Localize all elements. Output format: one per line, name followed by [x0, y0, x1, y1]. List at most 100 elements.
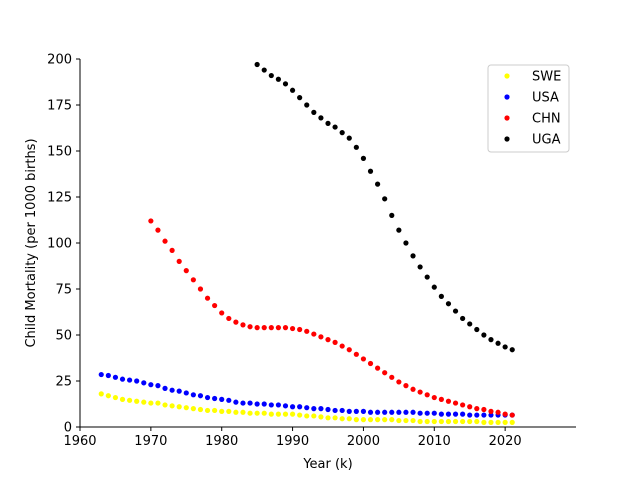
data-point [148, 218, 154, 224]
data-point [289, 87, 296, 93]
x-tick-label: 1990 [276, 434, 309, 449]
data-point [318, 414, 324, 420]
x-tick-label: 1980 [205, 434, 238, 449]
data-point [190, 277, 196, 283]
data-point [176, 388, 182, 394]
data-point [467, 418, 473, 425]
data-point [445, 301, 452, 307]
data-point [417, 264, 423, 270]
data-point [261, 67, 267, 73]
data-point [275, 325, 281, 331]
data-point [226, 397, 232, 403]
data-point [190, 392, 196, 398]
y-tick-label: 25 [55, 375, 72, 390]
data-point [254, 401, 260, 407]
data-point [417, 418, 423, 425]
data-point [169, 247, 175, 253]
data-point [431, 284, 437, 290]
data-point [325, 406, 331, 413]
data-point [389, 409, 395, 415]
data-point [275, 402, 281, 408]
data-point [339, 407, 345, 414]
data-point [98, 371, 104, 378]
data-point [367, 409, 374, 415]
data-point [389, 212, 395, 218]
data-point [297, 404, 303, 410]
data-point [311, 406, 317, 412]
data-point [282, 411, 289, 417]
data-point [452, 411, 459, 417]
data-point [431, 418, 437, 425]
y-tick-label: 75 [55, 283, 72, 298]
data-point [460, 315, 466, 322]
data-point [212, 302, 218, 309]
data-point [481, 332, 487, 338]
data-point [197, 393, 204, 399]
data-point [240, 409, 246, 415]
data-point [289, 404, 296, 410]
data-point [502, 411, 508, 417]
data-point [346, 408, 352, 414]
data-point [169, 403, 175, 409]
data-point [311, 331, 317, 337]
data-point [197, 286, 204, 292]
data-point [346, 347, 352, 353]
data-point [268, 411, 274, 417]
data-point [332, 339, 338, 345]
data-point [119, 396, 126, 402]
data-point [240, 322, 246, 328]
data-point [375, 365, 381, 371]
data-point [275, 411, 281, 417]
data-point [254, 410, 260, 416]
legend-label: UGA [532, 133, 561, 148]
data-point [445, 411, 452, 417]
y-axis-label: Child Mortality (per 1000 births) [24, 138, 39, 347]
data-point [417, 389, 423, 395]
data-point [183, 405, 189, 411]
data-point [360, 408, 367, 414]
data-point [375, 181, 381, 187]
data-point [353, 144, 359, 150]
data-point [410, 409, 416, 415]
data-point [247, 400, 253, 406]
x-tick-label: 1960 [63, 434, 96, 449]
data-point [438, 418, 444, 425]
data-point [375, 417, 381, 423]
data-point [219, 408, 225, 414]
data-point [204, 295, 211, 301]
data-point [304, 413, 310, 419]
data-point [141, 380, 147, 386]
data-point [212, 407, 218, 414]
x-tick-label: 1970 [134, 434, 167, 449]
data-point [289, 411, 296, 417]
data-point [346, 135, 352, 141]
data-point [289, 325, 296, 332]
data-point [254, 325, 260, 331]
data-point [318, 334, 324, 340]
data-point [162, 238, 168, 244]
data-point [474, 326, 480, 333]
data-point [431, 394, 437, 401]
data-point [134, 398, 140, 404]
data-point [410, 386, 416, 392]
data-point [282, 325, 289, 331]
data-point [424, 418, 430, 425]
data-point [119, 376, 126, 382]
data-point [233, 409, 239, 415]
data-point [502, 419, 508, 425]
series-chn [148, 218, 515, 418]
data-point [325, 120, 331, 126]
data-point [495, 340, 501, 346]
data-point [254, 61, 260, 68]
y-ticks-layer: 0 25 50 75 100 125 150 175 200 [47, 53, 80, 436]
data-point [410, 417, 416, 424]
data-point [460, 402, 466, 408]
data-point [148, 382, 154, 388]
data-point [367, 360, 374, 367]
data-point [247, 410, 253, 416]
data-point [141, 399, 147, 405]
data-point [474, 412, 480, 418]
data-point [467, 412, 473, 418]
